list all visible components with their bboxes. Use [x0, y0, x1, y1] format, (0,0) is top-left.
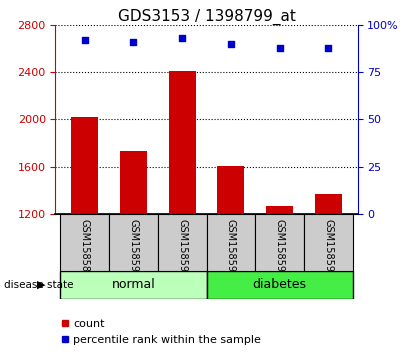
Text: disease state: disease state: [4, 280, 74, 290]
Point: [81, 37, 88, 43]
Bar: [207, 271, 353, 299]
Bar: [304, 214, 353, 271]
Point: [276, 45, 283, 50]
Text: GSM158594: GSM158594: [275, 219, 284, 278]
Bar: [217, 166, 244, 214]
Bar: [169, 71, 196, 214]
Text: GSM158590: GSM158590: [129, 219, 139, 278]
Bar: [315, 194, 342, 214]
Legend: count, percentile rank within the sample: count, percentile rank within the sample: [61, 319, 261, 345]
Text: diabetes: diabetes: [253, 279, 307, 291]
Bar: [158, 214, 206, 271]
Bar: [266, 206, 293, 214]
Title: GDS3153 / 1398799_at: GDS3153 / 1398799_at: [118, 8, 296, 25]
Text: GSM158591: GSM158591: [177, 219, 187, 278]
Text: ▶: ▶: [37, 280, 46, 290]
Bar: [72, 117, 98, 214]
Bar: [120, 152, 147, 214]
Bar: [109, 214, 158, 271]
Bar: [255, 214, 304, 271]
Point: [179, 35, 185, 41]
Text: GSM158589: GSM158589: [80, 219, 90, 278]
Text: GSM158593: GSM158593: [226, 219, 236, 278]
Point: [325, 45, 332, 50]
Point: [228, 41, 234, 46]
Text: GSM158595: GSM158595: [323, 219, 333, 278]
Text: normal: normal: [111, 279, 155, 291]
Point: [130, 39, 137, 45]
Bar: [60, 214, 109, 271]
Bar: [207, 214, 255, 271]
Bar: [60, 271, 206, 299]
